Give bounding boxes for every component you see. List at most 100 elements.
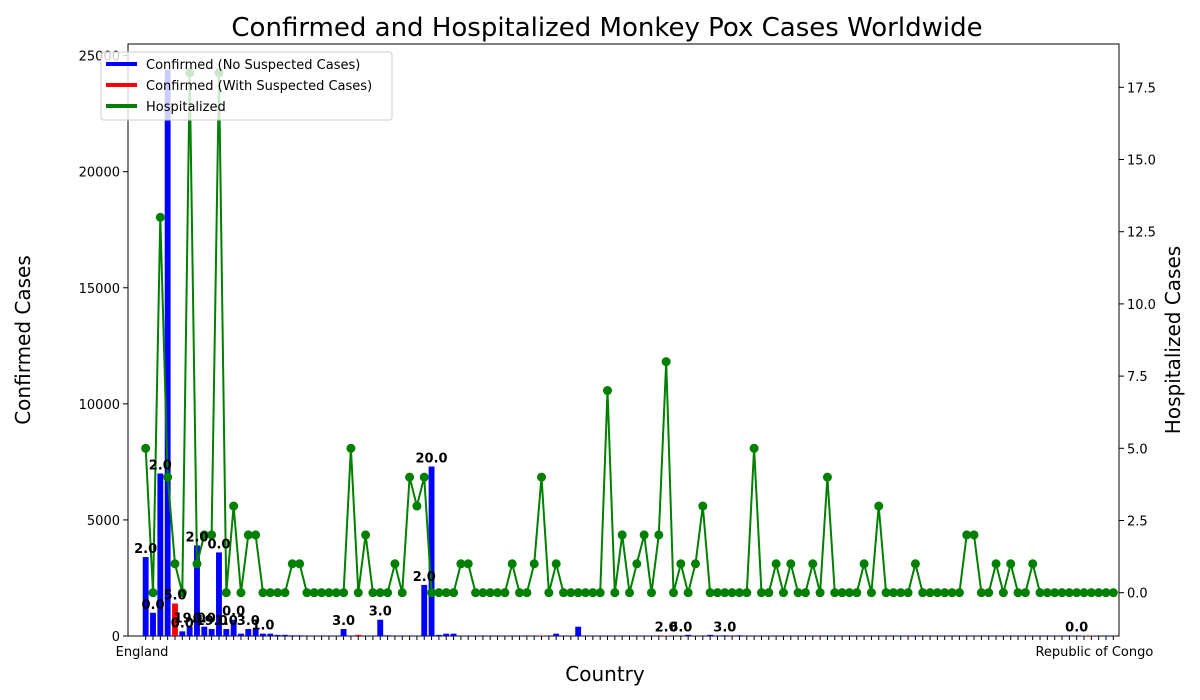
hospitalized-point xyxy=(588,588,598,598)
hospitalized-point xyxy=(749,443,759,453)
hospitalized-point xyxy=(1072,588,1082,598)
bar xyxy=(274,634,281,636)
hospitalized-point xyxy=(815,588,825,598)
hospitalized-point xyxy=(1108,588,1118,598)
right-y-tick-label: 15.0 xyxy=(1127,154,1156,169)
right-y-tick-label: 5.0 xyxy=(1127,442,1148,457)
hospitalized-point xyxy=(515,588,525,598)
hospitalized-point xyxy=(383,588,393,598)
bar xyxy=(267,633,274,636)
bar xyxy=(435,634,442,636)
bar xyxy=(216,552,222,636)
hospitalized-point xyxy=(1101,588,1111,598)
hospitalized-point xyxy=(471,588,481,598)
hospitalized-point xyxy=(881,588,891,598)
hospitalized-point xyxy=(793,588,803,598)
hospitalized-point xyxy=(229,501,239,511)
hospitalized-point xyxy=(309,588,319,598)
hospitalized-point xyxy=(1064,588,1074,598)
hospitalized-point xyxy=(368,588,378,598)
bar xyxy=(377,619,384,636)
bar-value-label: 2.0 xyxy=(134,542,157,557)
bar xyxy=(450,633,457,636)
hospitalized-point xyxy=(1050,588,1060,598)
hospitalized-point xyxy=(199,530,209,540)
hospitalized-point xyxy=(940,588,950,598)
hospitalized-point xyxy=(771,559,781,569)
left-y-tick-label: 5000 xyxy=(87,514,120,529)
hospitalized-point xyxy=(1094,588,1104,598)
legend-label: Confirmed (No Suspected Cases) xyxy=(146,58,360,73)
hospitalized-point xyxy=(581,588,591,598)
hospitalized-point xyxy=(331,588,341,598)
hospitalized-point xyxy=(441,588,451,598)
hospitalized-point xyxy=(551,559,561,569)
hospitalized-point xyxy=(456,559,466,569)
hospitalized-point xyxy=(969,530,979,540)
hospitalized-point xyxy=(295,559,305,569)
hospitalized-point xyxy=(1079,588,1089,598)
x-tick-label-first: England xyxy=(116,645,169,660)
hospitalized-point xyxy=(800,588,810,598)
hospitalized-point xyxy=(947,588,957,598)
hospitalized-line xyxy=(141,68,1118,598)
bar xyxy=(553,633,560,636)
left-y-tick-label: 20000 xyxy=(79,166,120,181)
y-axis-label: Confirmed Cases xyxy=(11,255,35,425)
x-axis-label: Country xyxy=(565,662,645,686)
hospitalized-point xyxy=(690,559,700,569)
right-y-tick-label: 17.5 xyxy=(1127,81,1156,96)
bar xyxy=(443,633,450,636)
hospitalized-point xyxy=(361,530,371,540)
hospitalized-point xyxy=(207,530,217,540)
bar xyxy=(157,473,164,636)
hospitalized-point xyxy=(522,588,532,598)
hospitalized-point xyxy=(822,472,832,482)
bar-value-label: 2.0 xyxy=(655,621,678,636)
hospitalized-point xyxy=(866,588,876,598)
right-y-axis: 0.0 2.5 5.0 7.5 10.0 12.5 15.0 17.5 xyxy=(1119,81,1156,602)
y2-axis-label: Hospitalized Cases xyxy=(1161,246,1185,434)
bar xyxy=(428,466,435,636)
hospitalized-point xyxy=(742,588,752,598)
hospitalized-point xyxy=(412,501,422,511)
hospitalized-point xyxy=(155,212,165,222)
hospitalized-point xyxy=(1086,588,1096,598)
hospitalized-point xyxy=(537,472,547,482)
hospitalized-point xyxy=(170,559,180,569)
bar xyxy=(164,69,171,637)
bar xyxy=(208,629,215,636)
hospitalized-point xyxy=(712,588,722,598)
right-y-tick-label: 2.5 xyxy=(1127,514,1148,529)
hospitalized-point xyxy=(668,588,678,598)
bar-value-label: 0.0 xyxy=(222,605,245,620)
x-axis: England Republic of Congo xyxy=(116,636,1153,660)
hospitalized-point xyxy=(302,588,312,598)
hospitalized-point xyxy=(280,588,290,598)
hospitalized-point xyxy=(727,588,737,598)
hospitalized-point xyxy=(896,588,906,598)
bar xyxy=(685,634,692,636)
bar-value-label: 19.0 xyxy=(196,614,228,629)
hospitalized-point xyxy=(485,588,495,598)
hospitalized-point xyxy=(141,443,151,453)
right-y-tick-label: 12.5 xyxy=(1127,226,1156,241)
bar xyxy=(150,612,156,636)
hospitalized-point xyxy=(192,559,202,569)
bar xyxy=(142,557,149,636)
hospitalized-point xyxy=(976,588,986,598)
hospitalized-point xyxy=(661,357,671,367)
bar xyxy=(707,634,714,636)
bar xyxy=(260,633,266,636)
legend-box xyxy=(100,51,393,121)
hospitalized-point xyxy=(375,588,385,598)
hospitalized-point xyxy=(559,588,569,598)
bar-value-label: 3.0 xyxy=(713,620,736,635)
hospitalized-point xyxy=(317,588,327,598)
hospitalized-point xyxy=(1020,588,1030,598)
legend-label: Hospitalized xyxy=(146,100,226,115)
hospitalized-point xyxy=(764,588,774,598)
hospitalized-point xyxy=(273,588,283,598)
hospitalized-point xyxy=(251,530,261,540)
